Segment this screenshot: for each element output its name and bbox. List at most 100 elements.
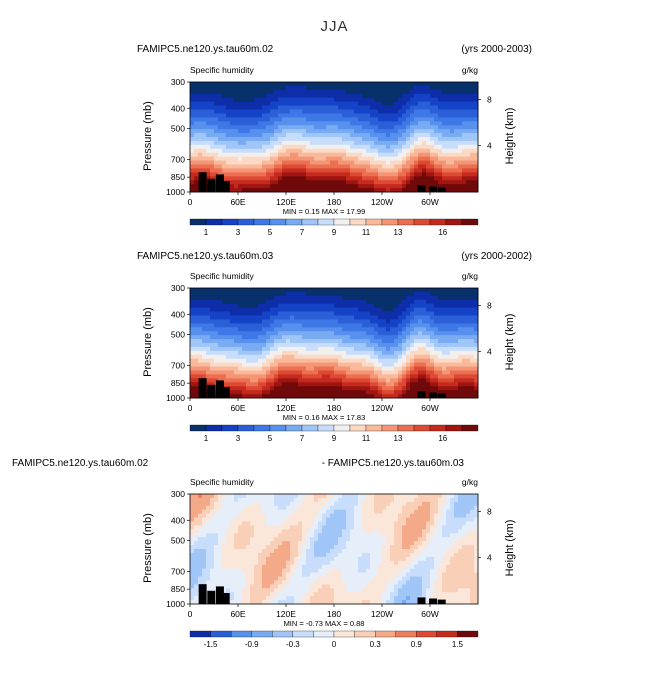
field-cell xyxy=(394,316,398,320)
field-cell xyxy=(322,288,326,292)
field-cell xyxy=(306,292,310,296)
field-cell xyxy=(294,296,298,300)
field-cell xyxy=(434,168,438,172)
field-cell xyxy=(214,292,218,296)
field-cell xyxy=(294,545,298,549)
field-cell xyxy=(294,573,298,577)
field-cell xyxy=(466,339,470,343)
field-cell xyxy=(194,98,198,102)
field-cell xyxy=(382,94,386,98)
field-cell xyxy=(194,549,198,553)
field-cell xyxy=(254,382,258,386)
field-cell xyxy=(246,374,250,378)
field-cell xyxy=(282,533,286,537)
field-cell xyxy=(242,94,246,98)
field-cell xyxy=(334,176,338,180)
field-cell xyxy=(418,82,422,86)
field-cell xyxy=(254,90,258,94)
field-cell xyxy=(254,339,258,343)
y-tick-label: 1000 xyxy=(166,393,185,403)
field-cell xyxy=(354,359,358,363)
field-cell xyxy=(298,355,302,359)
field-cell xyxy=(326,180,330,184)
field-cell xyxy=(262,137,266,141)
field-cell xyxy=(406,351,410,355)
field-cell xyxy=(214,347,218,351)
field-cell xyxy=(258,343,262,347)
field-cell xyxy=(238,172,242,176)
field-cell xyxy=(270,557,274,561)
field-cell xyxy=(278,522,282,526)
field-cell xyxy=(318,374,322,378)
field-cell xyxy=(346,161,350,165)
field-cell xyxy=(214,577,218,581)
field-cell xyxy=(426,180,430,184)
field-cell xyxy=(282,549,286,553)
field-cell xyxy=(278,580,282,584)
field-cell xyxy=(378,319,382,323)
field-cell xyxy=(218,102,222,106)
field-cell xyxy=(346,331,350,335)
field-cell xyxy=(262,165,266,169)
field-cell xyxy=(446,180,450,184)
field-cell xyxy=(426,145,430,149)
field-cell xyxy=(302,561,306,565)
field-cell xyxy=(270,525,274,529)
field-cell xyxy=(362,165,366,169)
field-cell xyxy=(214,573,218,577)
field-cell xyxy=(310,141,314,145)
colorbar-segment xyxy=(446,219,462,225)
field-cell xyxy=(462,86,466,90)
field-cell xyxy=(334,312,338,316)
field-cell xyxy=(278,343,282,347)
field-cell xyxy=(298,168,302,172)
field-cell xyxy=(374,98,378,102)
field-cell xyxy=(198,553,202,557)
field-cell xyxy=(342,355,346,359)
field-cell xyxy=(358,161,362,165)
field-cell xyxy=(426,153,430,157)
field-cell xyxy=(346,113,350,117)
field-cell xyxy=(338,371,342,375)
field-cell xyxy=(318,102,322,106)
field-cell xyxy=(314,129,318,133)
field-cell xyxy=(398,102,402,106)
field-cell xyxy=(450,168,454,172)
field-cell xyxy=(430,113,434,117)
field-cell xyxy=(386,113,390,117)
field-cell xyxy=(390,323,394,327)
field-cell xyxy=(286,161,290,165)
field-cell xyxy=(270,359,274,363)
field-cell xyxy=(466,90,470,94)
field-cell xyxy=(246,367,250,371)
field-cell xyxy=(310,82,314,86)
field-cell xyxy=(234,592,238,596)
field-cell xyxy=(238,98,242,102)
field-cell xyxy=(278,514,282,518)
field-cell xyxy=(330,300,334,304)
field-cell xyxy=(458,82,462,86)
field-cell xyxy=(362,304,366,308)
field-cell xyxy=(382,382,386,386)
field-cell xyxy=(210,86,214,90)
field-cell xyxy=(238,331,242,335)
field-cell xyxy=(346,292,350,296)
field-cell xyxy=(234,537,238,541)
field-cell xyxy=(438,94,442,98)
field-cell xyxy=(366,165,370,169)
field-cell xyxy=(358,106,362,110)
field-cell xyxy=(230,390,234,394)
field-cell xyxy=(262,184,266,188)
field-cell xyxy=(430,382,434,386)
field-cell xyxy=(278,502,282,506)
field-cell xyxy=(470,90,474,94)
field-cell xyxy=(202,339,206,343)
field-cell xyxy=(278,494,282,498)
field-cell xyxy=(470,288,474,292)
field-cell xyxy=(410,106,414,110)
field-cell xyxy=(390,343,394,347)
field-cell xyxy=(190,565,194,569)
field-cell xyxy=(442,172,446,176)
field-cell xyxy=(386,335,390,339)
field-cell xyxy=(350,347,354,351)
